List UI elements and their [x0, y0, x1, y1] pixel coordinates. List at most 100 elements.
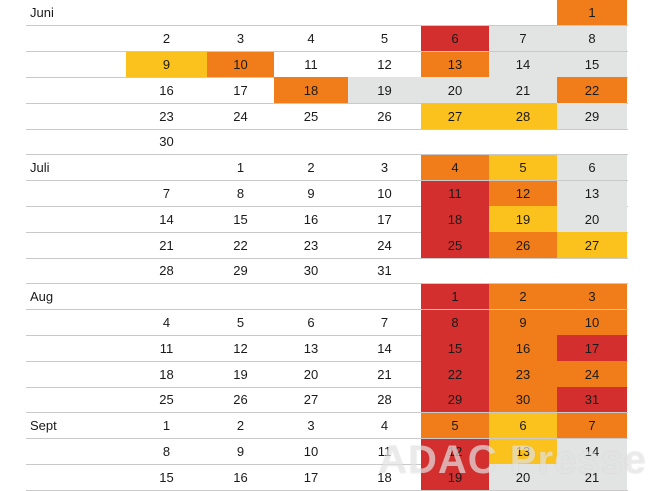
row-divider	[26, 309, 628, 311]
day-cell: 16	[303, 211, 319, 227]
day-cell: 25	[303, 108, 319, 124]
day-cell: 7	[557, 412, 627, 439]
day-cell: 3	[236, 31, 245, 47]
day-cell: 2	[307, 160, 315, 176]
day-cell: 5	[489, 154, 557, 181]
day-cell: 8	[421, 309, 489, 336]
row-divider	[26, 25, 628, 27]
day-cell: 17	[233, 82, 248, 98]
day-cell: 27	[421, 103, 489, 129]
day-cell: 2	[236, 418, 245, 434]
day-cell: 21	[377, 366, 392, 382]
day-cell: 20	[557, 206, 627, 233]
day-cell: 20	[421, 77, 489, 104]
day-cell: 21	[159, 237, 174, 253]
day-cell: 23	[489, 361, 557, 387]
day-cell: 30	[159, 134, 174, 150]
day-cell: 14	[159, 211, 174, 227]
day-cell: 11	[377, 443, 392, 459]
day-cell: 12	[489, 180, 557, 207]
row-divider	[26, 180, 628, 182]
day-cell: 17	[377, 211, 392, 227]
day-cell: 16	[233, 469, 248, 485]
day-cell: 27	[557, 232, 627, 258]
day-cell: 28	[159, 263, 174, 279]
day-cell: 15	[421, 335, 489, 362]
day-cell: 20	[489, 464, 557, 491]
day-cell: 15	[159, 469, 174, 485]
day-cell: 28	[377, 392, 392, 408]
day-cell: 27	[303, 392, 319, 408]
day-cell: 5	[380, 31, 389, 47]
day-cell: 2	[489, 283, 557, 310]
day-cell: 1	[236, 160, 245, 176]
day-cell: 9	[307, 185, 315, 201]
month-label: Sept	[30, 418, 57, 434]
day-cell: 6	[489, 412, 557, 439]
day-cell: 6	[307, 314, 315, 330]
day-cell: 19	[489, 206, 557, 233]
day-cell: 6	[557, 154, 627, 181]
row-divider	[26, 205, 628, 207]
row-divider	[26, 102, 628, 104]
day-cell: 6	[421, 25, 489, 52]
day-cell: 25	[421, 232, 489, 258]
day-cell: 1	[557, 0, 627, 26]
day-cell: 16	[489, 335, 557, 362]
day-cell: 24	[377, 237, 392, 253]
row-divider	[26, 128, 628, 130]
day-cell: 4	[307, 31, 315, 47]
day-cell: 2	[162, 31, 171, 47]
day-cell: 4	[162, 314, 171, 330]
day-cell: 17	[303, 469, 319, 485]
day-cell: 18	[274, 77, 348, 104]
month-label: Juni	[30, 5, 54, 21]
row-divider	[26, 489, 628, 491]
day-cell: 19	[421, 464, 489, 491]
day-cell: 29	[557, 103, 627, 129]
day-cell: 28	[489, 103, 557, 129]
row-divider	[26, 257, 628, 259]
row-divider	[26, 231, 628, 233]
row-divider	[26, 51, 628, 53]
day-cell: 7	[380, 314, 389, 330]
day-cell: 18	[421, 206, 489, 233]
day-cell: 30	[303, 263, 319, 279]
day-cell: 13	[557, 180, 627, 207]
day-cell: 19	[348, 77, 421, 104]
day-cell: 29	[421, 387, 489, 413]
day-cell: 23	[303, 237, 319, 253]
day-cell: 29	[233, 263, 248, 279]
day-cell: 10	[557, 309, 627, 336]
day-cell: 19	[233, 366, 248, 382]
day-cell: 21	[557, 464, 627, 491]
day-cell: 14	[489, 51, 557, 78]
day-cell: 9	[126, 51, 207, 78]
day-cell: 18	[159, 366, 174, 382]
day-cell: 16	[159, 82, 174, 98]
day-cell: 13	[489, 438, 557, 465]
day-cell: 26	[489, 232, 557, 258]
day-cell: 4	[380, 418, 389, 434]
day-cell: 26	[377, 108, 392, 124]
day-cell: 11	[159, 340, 174, 356]
day-cell: 12	[377, 56, 392, 72]
day-cell: 3	[380, 160, 389, 176]
day-cell: 7	[489, 25, 557, 52]
day-cell: 24	[557, 361, 627, 387]
day-cell: 10	[303, 443, 319, 459]
day-cell: 18	[377, 469, 392, 485]
month-label: Aug	[30, 289, 54, 305]
day-cell: 3	[557, 283, 627, 310]
day-cell: 11	[304, 56, 318, 72]
day-cell: 7	[162, 185, 171, 201]
day-cell: 26	[233, 392, 248, 408]
day-cell: 4	[421, 154, 489, 181]
day-cell: 22	[233, 237, 248, 253]
month-label: Juli	[30, 160, 50, 176]
day-cell: 20	[303, 366, 319, 382]
day-cell: 9	[489, 309, 557, 336]
day-cell: 5	[421, 412, 489, 439]
day-cell: 25	[159, 392, 174, 408]
day-cell: 30	[489, 387, 557, 413]
